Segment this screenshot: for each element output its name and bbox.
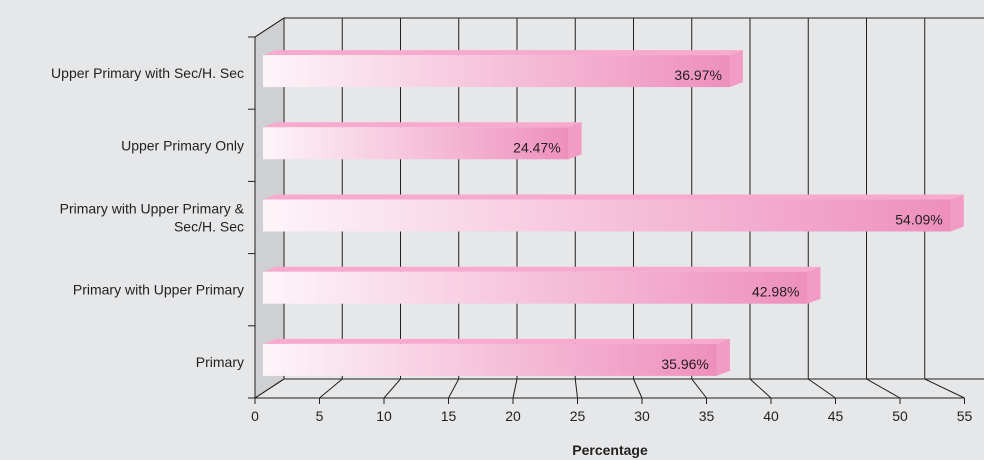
grid-line-floor — [383, 378, 401, 399]
bar-end-face — [807, 266, 821, 304]
x-tick-label: 25 — [570, 408, 586, 424]
x-tick-label: 20 — [505, 408, 521, 424]
x-tick-label: 50 — [892, 408, 908, 424]
grid-line-floor — [633, 378, 643, 399]
bar: 24.47% — [263, 122, 582, 160]
bars: 36.97% 24.47% 54.09% 42.98% 35.96% — [263, 50, 964, 376]
bar: 54.09% — [263, 194, 964, 232]
bar-top-face — [263, 266, 821, 272]
bar-end-face — [950, 194, 964, 232]
category-label: Primary with Upper Primary & Sec/H. Sec — [60, 201, 245, 235]
x-tick-label: 10 — [376, 408, 392, 424]
x-tick-label: 55 — [957, 408, 973, 424]
bar-end-face — [568, 122, 582, 160]
bar: 36.97% — [263, 50, 743, 88]
category-label: Primary — [196, 354, 244, 370]
grid-line-floor — [254, 378, 285, 399]
grid-line-floor — [512, 378, 518, 399]
bar-top-face — [263, 50, 743, 56]
x-tick-label: 35 — [699, 408, 715, 424]
side-wall-top — [254, 17, 285, 38]
bar: 35.96% — [263, 338, 730, 376]
bar-end-face — [729, 50, 743, 88]
bar-front-face — [263, 127, 569, 160]
x-axis-title: Percentage — [572, 442, 648, 458]
bar: 42.98% — [263, 266, 821, 304]
value-label: 42.98% — [752, 284, 799, 300]
bar-front-face — [263, 55, 730, 88]
grid-line-floor — [691, 378, 707, 399]
value-label: 24.47% — [513, 139, 560, 155]
bar-front-face — [263, 343, 717, 376]
bar-top-face — [263, 194, 964, 200]
x-tick-label: 40 — [763, 408, 779, 424]
category-label: Upper Primary with Sec/H. Sec — [51, 65, 244, 81]
grid-line-floor — [319, 378, 343, 399]
category-label: Upper Primary Only — [121, 137, 244, 153]
category-label: Primary with Upper Primary — [73, 282, 244, 298]
bar-end-face — [716, 338, 730, 376]
value-label: 36.97% — [674, 67, 721, 83]
x-tick-label: 0 — [251, 408, 259, 424]
grid-line-floor — [749, 378, 772, 399]
grid-line-floor — [807, 378, 836, 399]
x-tick-label: 5 — [316, 408, 324, 424]
bar-front-face — [263, 271, 808, 304]
bar-front-face — [263, 199, 951, 232]
value-label: 35.96% — [661, 356, 708, 372]
x-tick-label: 45 — [828, 408, 844, 424]
x-tick-label: 15 — [441, 408, 457, 424]
bar-top-face — [263, 338, 730, 344]
grid-line-floor — [448, 378, 460, 399]
x-axis: 0 5 10 15 20 25 30 35 40 45 50 55 — [248, 36, 973, 424]
category-labels: Upper Primary with Sec/H. Sec Upper Prima… — [51, 65, 245, 370]
grid-line-floor — [924, 378, 965, 399]
bar-top-face — [263, 122, 582, 128]
x-tick-label: 30 — [634, 408, 650, 424]
grid-line-floor — [574, 378, 578, 399]
value-label: 54.09% — [895, 212, 942, 228]
grid-line-floor — [866, 378, 901, 399]
